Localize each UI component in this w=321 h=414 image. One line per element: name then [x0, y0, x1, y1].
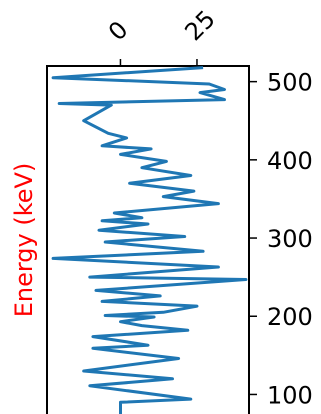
chart-plot-area	[46, 65, 250, 414]
series-line	[51, 66, 248, 414]
y-tick-label: 500	[267, 69, 313, 97]
x-axis: 0 25	[103, 5, 221, 66]
x-tick-label: 25	[179, 5, 220, 46]
x-tick-label: 0	[103, 16, 134, 47]
y-axis-label: Energy (keV)	[10, 163, 38, 318]
plot-frame	[46, 65, 250, 414]
y-axis: 100 200 300 400 500	[249, 69, 313, 409]
y-tick-label: 100	[267, 381, 313, 409]
y-tick-label: 400	[267, 147, 313, 175]
y-tick-label: 200	[267, 303, 313, 331]
y-tick-label: 300	[267, 225, 313, 253]
